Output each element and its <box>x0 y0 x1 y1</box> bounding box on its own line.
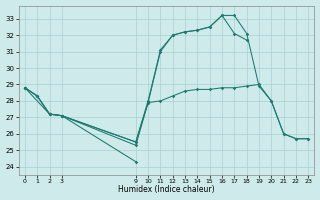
X-axis label: Humidex (Indice chaleur): Humidex (Indice chaleur) <box>118 185 215 194</box>
